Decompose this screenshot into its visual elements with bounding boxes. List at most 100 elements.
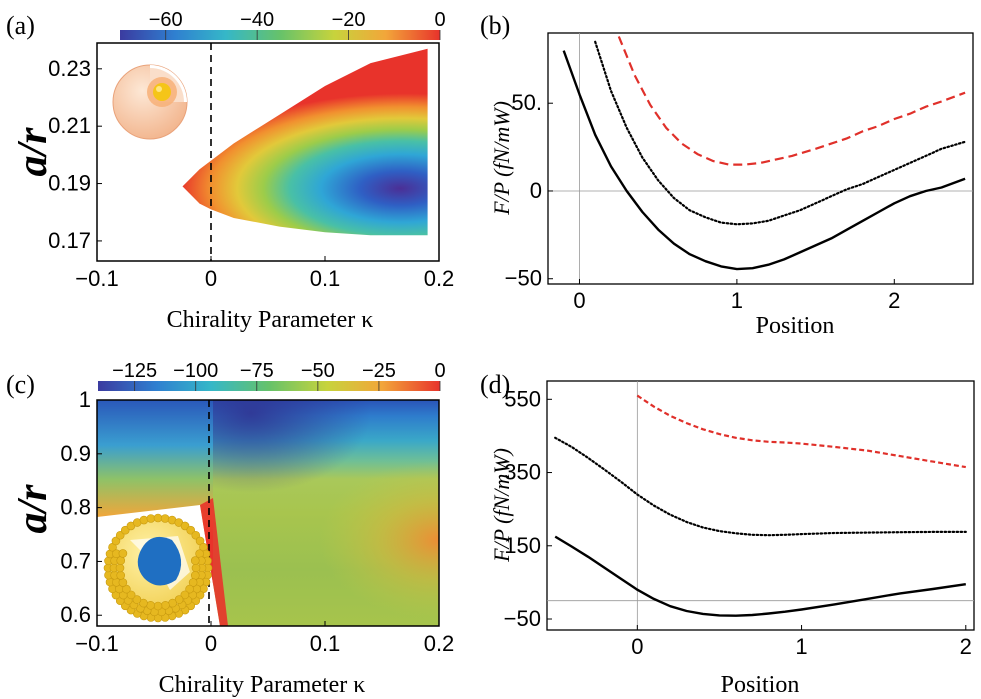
nanoparticle-dot xyxy=(153,601,163,611)
y-tick-label: 50. xyxy=(511,90,542,115)
colorbar-tick-label: −75 xyxy=(240,360,274,382)
x-tick-label: 1 xyxy=(731,288,743,313)
x-axis-ticks-d: 0 1 2 xyxy=(631,625,972,659)
panel-a: (a) −60 −40 −20 0 −0.1 0 0.1 0.2 0.170.190.210… xyxy=(6,9,454,333)
nanoparticle-dot xyxy=(146,600,155,610)
nanoparticle-dot xyxy=(116,556,126,565)
colorbar-ticks-c: −125 −100 −75 −50 −25 0 xyxy=(112,360,446,391)
x-axis-ticks-b: 0 1 2 xyxy=(573,279,900,313)
nanoparticle-dot xyxy=(195,549,204,559)
x-tick-label: −0.1 xyxy=(75,266,118,291)
nanoparticle-dot xyxy=(118,578,128,587)
x-axis-ticks-c: −0.1 0 0.1 0.2 xyxy=(75,621,454,656)
y-tick-label: 0 xyxy=(530,178,542,203)
nanoparticle-dot xyxy=(111,536,121,546)
panel-c: (c) −125 −100 −75 −50 −25 0 −0.1 0 0.1 0.2 0.60.… xyxy=(6,360,454,698)
nanoparticle-dot xyxy=(116,571,126,580)
series-line-solid xyxy=(554,535,966,617)
nanoparticle-dot xyxy=(174,595,184,604)
colorbar-tick-label: −50 xyxy=(301,360,335,382)
x-tick-label: 0.2 xyxy=(424,266,455,291)
y-axis-label-a: a/r xyxy=(10,127,56,177)
y-tick-label: 0.7 xyxy=(60,548,91,573)
x-axis-label-a: Chirality Parameter κ xyxy=(167,307,374,333)
x-tick-label: 2 xyxy=(960,634,972,659)
series-line-dashed xyxy=(636,394,966,469)
x-tick-label: 0.1 xyxy=(310,266,341,291)
y-tick-label: 350 xyxy=(504,460,541,485)
colorbar-a xyxy=(120,30,440,40)
colorbar-tick-label: −100 xyxy=(173,360,218,382)
panel-label-d: (d) xyxy=(480,370,510,399)
y-tick-label: 0.8 xyxy=(60,495,91,520)
series-line-dotted xyxy=(554,436,967,537)
nanoparticle-dot xyxy=(115,530,125,540)
x-tick-label: 0.1 xyxy=(310,631,341,656)
nanoparticle-dot xyxy=(132,595,142,604)
panel-label-b: (b) xyxy=(480,11,510,40)
nanoparticle-dot xyxy=(180,521,190,531)
nanoparticle-dot xyxy=(115,563,125,573)
nanoparticle-dot xyxy=(190,571,200,580)
nanoparticle-dot xyxy=(185,584,194,594)
heatmap-region-a xyxy=(182,48,428,236)
y-tick-label: −50 xyxy=(504,606,541,631)
x-axis-label-c: Chirality Parameter κ xyxy=(159,672,366,698)
y-axis-ticks-a: 0.17 0.19 0.21 0.23 xyxy=(48,56,102,253)
y-tick-label: 0.17 xyxy=(48,228,91,253)
plot-frame-d xyxy=(546,380,975,631)
x-axis-ticks-a: −0.1 0 0.1 0.2 xyxy=(75,256,454,291)
nanoparticle-dot xyxy=(180,590,190,600)
y-axis-label-c: a/r xyxy=(10,484,56,534)
nanoparticle-dot xyxy=(126,590,136,600)
heatmap-region-c xyxy=(97,400,439,626)
y-axis-label-d: F/P (fN/mW) xyxy=(489,448,514,563)
x-tick-label: 0 xyxy=(205,631,217,656)
nanoparticle-dot xyxy=(161,600,170,610)
series-line-dotted xyxy=(594,40,967,226)
nanoparticle-dot xyxy=(122,584,131,594)
y-axis-label-b: F/P (fN/mW) xyxy=(489,101,514,216)
y-tick-label: 550 xyxy=(504,386,541,411)
nanoparticle-dot xyxy=(118,549,128,558)
x-tick-label: 1 xyxy=(795,634,807,659)
y-tick-label: 0.6 xyxy=(60,602,91,627)
colorbar-tick-label: −25 xyxy=(362,360,396,382)
nanoparticle-dot xyxy=(191,563,201,573)
nanoparticle-dot xyxy=(188,578,198,587)
colorbar-tick-label: −125 xyxy=(112,360,157,382)
x-tick-label: 0 xyxy=(631,634,643,659)
panel-d: (d) 0 1 2 −50 150 350 550 Position F/P (fN/mW… xyxy=(480,370,975,698)
nanoparticle-dot xyxy=(153,513,163,523)
sphere-with-nanoparticles-icon xyxy=(103,513,213,623)
panel-label-a: (a) xyxy=(6,11,35,40)
series-b xyxy=(562,36,967,271)
nanoparticle-dot xyxy=(120,525,130,535)
y-tick-label: 0.19 xyxy=(48,171,91,196)
x-axis-label-d: Position xyxy=(721,672,800,698)
colorbar-tick-label: −60 xyxy=(149,9,183,31)
nanoparticle-dot xyxy=(146,514,156,523)
nanoparticle-dot xyxy=(186,525,196,535)
y-tick-label: 0.23 xyxy=(48,56,91,81)
x-axis-label-b: Position xyxy=(756,313,835,339)
y-axis-ticks-c: 0.6 0.7 0.8 0.9 1 xyxy=(60,387,102,627)
x-tick-label: 0 xyxy=(205,266,217,291)
colorbar-tick-label: 0 xyxy=(434,360,445,382)
nanoparticle-dot xyxy=(190,556,200,565)
colorbar-tick-label: −20 xyxy=(332,9,366,31)
x-tick-label: 0 xyxy=(573,288,585,313)
y-tick-label: 0.9 xyxy=(60,441,91,466)
y-axis-ticks-d: −50 150 350 550 xyxy=(504,386,552,631)
y-axis-ticks-b: −50 0 50. xyxy=(505,90,553,291)
colorbar-tick-label: −40 xyxy=(240,9,274,31)
plot-frame-c xyxy=(96,399,440,627)
y-tick-label: 0.21 xyxy=(48,113,91,138)
y-tick-label: 1 xyxy=(79,387,91,412)
panel-label-c: (c) xyxy=(6,370,35,399)
sphere-cutaway-icon xyxy=(112,64,188,140)
nanoparticle-dot xyxy=(139,515,149,525)
plot-frame-b xyxy=(547,32,974,285)
series-d xyxy=(554,394,967,617)
